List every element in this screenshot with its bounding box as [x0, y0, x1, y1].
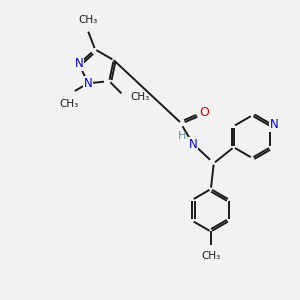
Text: H: H	[178, 131, 186, 141]
Text: N: N	[83, 77, 92, 90]
Text: CH₃: CH₃	[201, 250, 220, 261]
Text: N: N	[189, 137, 198, 151]
Text: CH₃: CH₃	[78, 15, 98, 25]
Text: CH₃: CH₃	[131, 92, 150, 102]
Text: N: N	[270, 118, 278, 131]
Text: N: N	[75, 57, 83, 70]
Text: O: O	[199, 106, 209, 119]
Text: CH₃: CH₃	[59, 99, 78, 109]
